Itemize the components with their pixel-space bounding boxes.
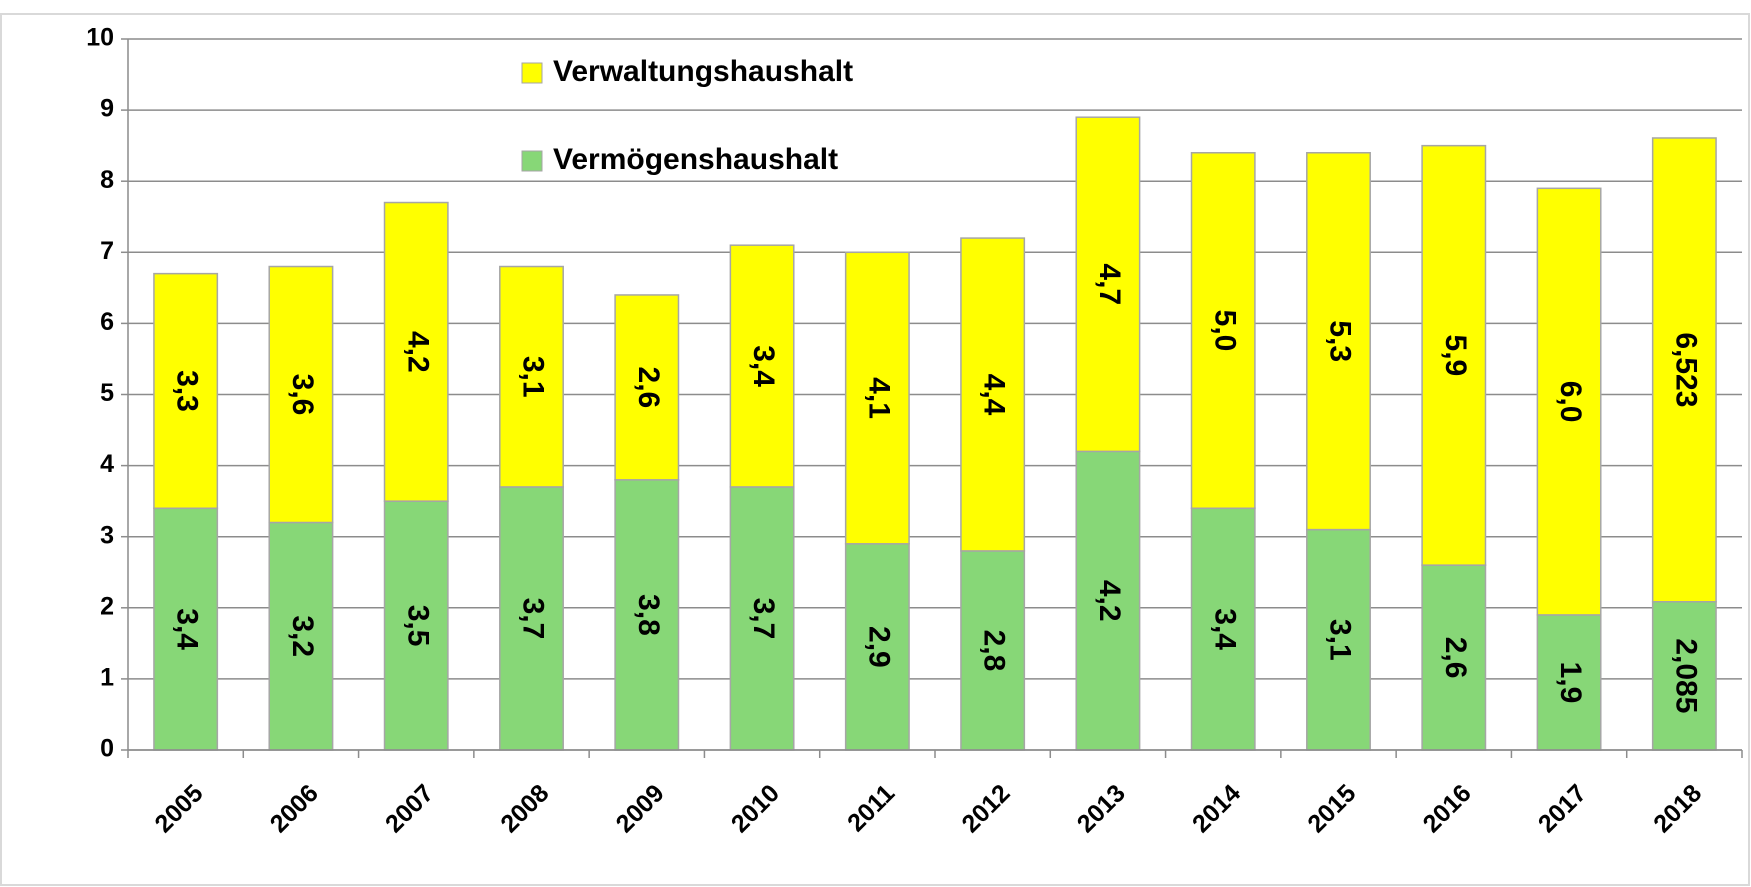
bar-segment xyxy=(844,251,910,545)
data-label: 2,085 xyxy=(1669,638,1702,713)
data-label: 3,2 xyxy=(286,615,319,657)
data-label: 5,0 xyxy=(1208,310,1241,352)
bar-segment xyxy=(499,486,564,751)
bar-segment xyxy=(614,479,680,751)
data-label: 4,2 xyxy=(1093,580,1126,622)
y-tick-label: 7 xyxy=(100,237,114,265)
legend-swatch xyxy=(521,150,543,172)
data-label: 4,1 xyxy=(862,377,895,419)
y-tick-label: 9 xyxy=(100,95,114,123)
data-label: 6,523 xyxy=(1669,332,1702,407)
bar-segment xyxy=(153,507,219,751)
data-label: 1,9 xyxy=(1554,662,1587,704)
bar-segment xyxy=(153,272,219,510)
bar-segment xyxy=(960,550,1026,751)
legend-label: Vermögenshaushalt xyxy=(553,143,838,176)
data-label: 2,6 xyxy=(632,367,665,409)
bar-segment xyxy=(1075,116,1141,453)
bar-segment xyxy=(614,294,680,481)
data-label: 3,5 xyxy=(401,605,434,647)
data-label: 2,8 xyxy=(978,630,1011,672)
bar-segment xyxy=(268,265,334,524)
data-label: 3,7 xyxy=(747,598,780,640)
bar-segment xyxy=(1421,144,1487,566)
data-label: 4,4 xyxy=(978,374,1011,416)
legend-swatch xyxy=(521,62,543,84)
bar-segment xyxy=(1536,614,1602,751)
data-label: 3,3 xyxy=(171,370,204,412)
y-tick-label: 2 xyxy=(100,592,114,620)
y-tick-label: 0 xyxy=(100,735,114,763)
bar-segment xyxy=(1190,152,1256,510)
bar-segment xyxy=(844,543,910,751)
bar-segment xyxy=(1536,187,1602,616)
data-label: 5,3 xyxy=(1324,320,1357,362)
data-label: 3,1 xyxy=(1324,619,1357,661)
y-tick-label: 3 xyxy=(100,521,114,549)
data-label: 3,1 xyxy=(517,356,550,398)
data-label: 2,6 xyxy=(1439,637,1472,679)
data-label: 3,4 xyxy=(1208,608,1241,650)
y-tick-label: 4 xyxy=(100,450,114,478)
data-label: 2,9 xyxy=(862,626,895,668)
bar-segment xyxy=(729,244,795,488)
bar-segment xyxy=(268,521,334,751)
y-tick-label: 10 xyxy=(86,24,114,52)
bar-segment xyxy=(383,500,449,751)
bar-segment xyxy=(499,265,564,488)
bar-segment xyxy=(1190,507,1256,751)
data-label: 4,7 xyxy=(1093,263,1126,305)
bar-segment xyxy=(1651,137,1717,603)
y-tick-label: 5 xyxy=(100,379,114,407)
bar-segment xyxy=(1306,152,1371,531)
y-tick-label: 6 xyxy=(100,308,114,336)
legend-label: Verwaltungshaushalt xyxy=(553,55,853,88)
data-label: 3,6 xyxy=(286,374,319,416)
data-label: 3,8 xyxy=(632,594,665,636)
bar-segment xyxy=(960,237,1026,552)
data-label: 3,7 xyxy=(517,598,550,640)
data-label: 3,4 xyxy=(747,345,780,387)
bar-segment xyxy=(383,201,449,502)
y-tick-label: 1 xyxy=(100,664,114,692)
data-label: 4,2 xyxy=(401,331,434,373)
data-label: 6,0 xyxy=(1554,381,1587,423)
data-label: 5,9 xyxy=(1439,335,1472,377)
data-label: 3,4 xyxy=(171,608,204,650)
y-tick-label: 8 xyxy=(100,166,114,194)
